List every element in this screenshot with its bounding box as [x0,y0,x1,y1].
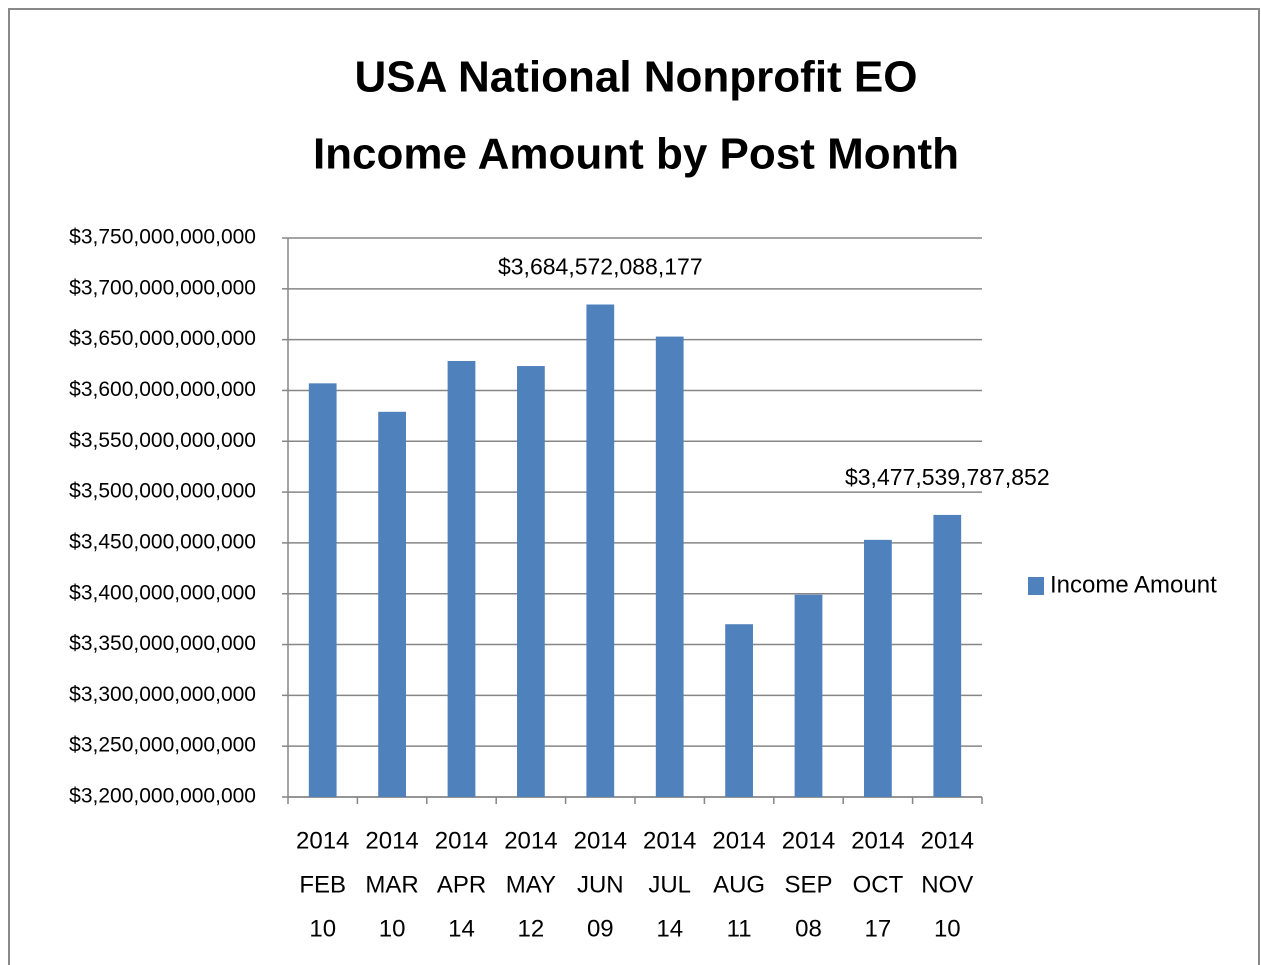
x-tick-label: 14 [656,915,683,942]
y-tick-label: $3,700,000,000,000 [69,276,256,299]
x-tick-label: 2014 [574,827,627,854]
chart-frame [8,8,1260,965]
x-tick-label: FEB [299,871,346,898]
chart-title: Income Amount by Post Month [313,130,959,179]
y-tick-label: $3,250,000,000,000 [69,734,256,757]
x-tick-label: SEP [784,871,832,898]
bar [655,336,684,797]
x-tick-label: OCT [853,871,904,898]
x-tick-label: AUG [713,871,765,898]
bar [794,594,823,797]
x-tick-label: 09 [587,915,614,942]
bar [378,411,406,797]
y-tick-label: $3,450,000,000,000 [69,530,256,553]
x-tick-label: 08 [795,915,822,942]
x-tick-label: 10 [379,915,406,942]
bar [725,624,753,797]
x-tick-label: 10 [309,915,336,942]
x-tick-label: 11 [727,915,752,942]
bar [447,360,476,797]
x-tick-label: 10 [934,915,961,942]
data-label: $3,684,572,088,177 [498,254,703,280]
x-tick-label: NOV [921,871,973,898]
x-tick-label: MAR [365,871,418,898]
x-tick-label: 14 [448,915,475,942]
x-tick-label: 2014 [921,827,974,854]
y-tick-label: $3,600,000,000,000 [69,378,256,401]
y-tick-label: $3,300,000,000,000 [69,683,256,706]
legend-swatch [1028,577,1044,595]
y-tick-label: $3,750,000,000,000 [69,226,256,249]
bar [864,539,892,797]
x-tick-label: 2014 [851,827,904,854]
y-tick-label: $3,500,000,000,000 [69,480,256,503]
x-tick-label: 2014 [712,827,765,854]
x-tick-label: 2014 [435,827,488,854]
y-tick-label: $3,650,000,000,000 [69,327,256,350]
y-tick-label: $3,200,000,000,000 [69,785,256,808]
x-tick-label: JUN [577,871,624,898]
bar [308,383,337,797]
x-tick-label: 12 [518,915,545,942]
x-tick-label: 2014 [782,827,835,854]
bar [517,366,545,797]
x-tick-label: 2014 [643,827,696,854]
x-tick-label: 17 [865,915,892,942]
y-tick-label: $3,550,000,000,000 [69,429,256,452]
x-tick-label: JUL [648,871,691,898]
legend-label: Income Amount [1050,571,1217,598]
chart-title: USA National Nonprofit EO [354,53,917,102]
y-tick-label: $3,350,000,000,000 [69,632,256,655]
x-tick-label: 2014 [504,827,557,854]
data-label: $3,477,539,787,852 [845,464,1050,490]
bar [586,304,615,797]
y-tick-label: $3,400,000,000,000 [69,581,256,604]
bar [933,514,962,797]
x-tick-label: 2014 [296,827,349,854]
x-tick-label: APR [437,871,486,898]
x-tick-label: 2014 [365,827,418,854]
x-tick-label: MAY [506,871,556,898]
